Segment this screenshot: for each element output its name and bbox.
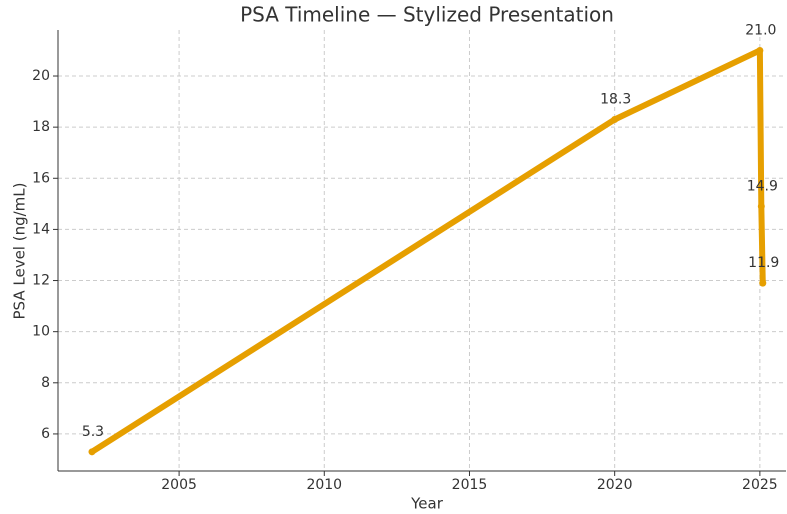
- x-tick-label: 2005: [161, 477, 197, 493]
- x-tick-label: 2020: [597, 477, 633, 493]
- x-tick-label: 2015: [452, 477, 488, 493]
- y-tick-label: 14: [32, 221, 50, 237]
- x-tick-label: 2025: [742, 477, 778, 493]
- y-tick-label: 12: [32, 273, 50, 289]
- y-tick-label: 6: [41, 426, 50, 442]
- data-label: 21.0: [745, 22, 776, 38]
- data-point: [611, 115, 619, 123]
- data-label: 18.3: [600, 91, 631, 107]
- x-axis-label: Year: [410, 495, 444, 513]
- x-tick-label: 2010: [306, 477, 342, 493]
- data-label: 14.9: [747, 178, 778, 194]
- y-axis-label: PSA Level (ng/mL): [11, 183, 29, 320]
- data-line: [88, 47, 766, 455]
- data-point: [759, 279, 767, 287]
- data-point: [88, 448, 96, 456]
- data-point: [756, 46, 764, 54]
- data-label: 5.3: [82, 424, 104, 440]
- data-point: [757, 202, 765, 210]
- y-tick-label: 18: [32, 119, 50, 135]
- y-tick-label: 10: [32, 324, 50, 340]
- y-tick-label: 20: [32, 68, 50, 84]
- chart-title: PSA Timeline — Stylized Presentation: [240, 3, 614, 27]
- data-label: 11.9: [748, 255, 779, 271]
- y-tick-label: 8: [41, 375, 50, 391]
- y-tick-label: 16: [32, 170, 50, 186]
